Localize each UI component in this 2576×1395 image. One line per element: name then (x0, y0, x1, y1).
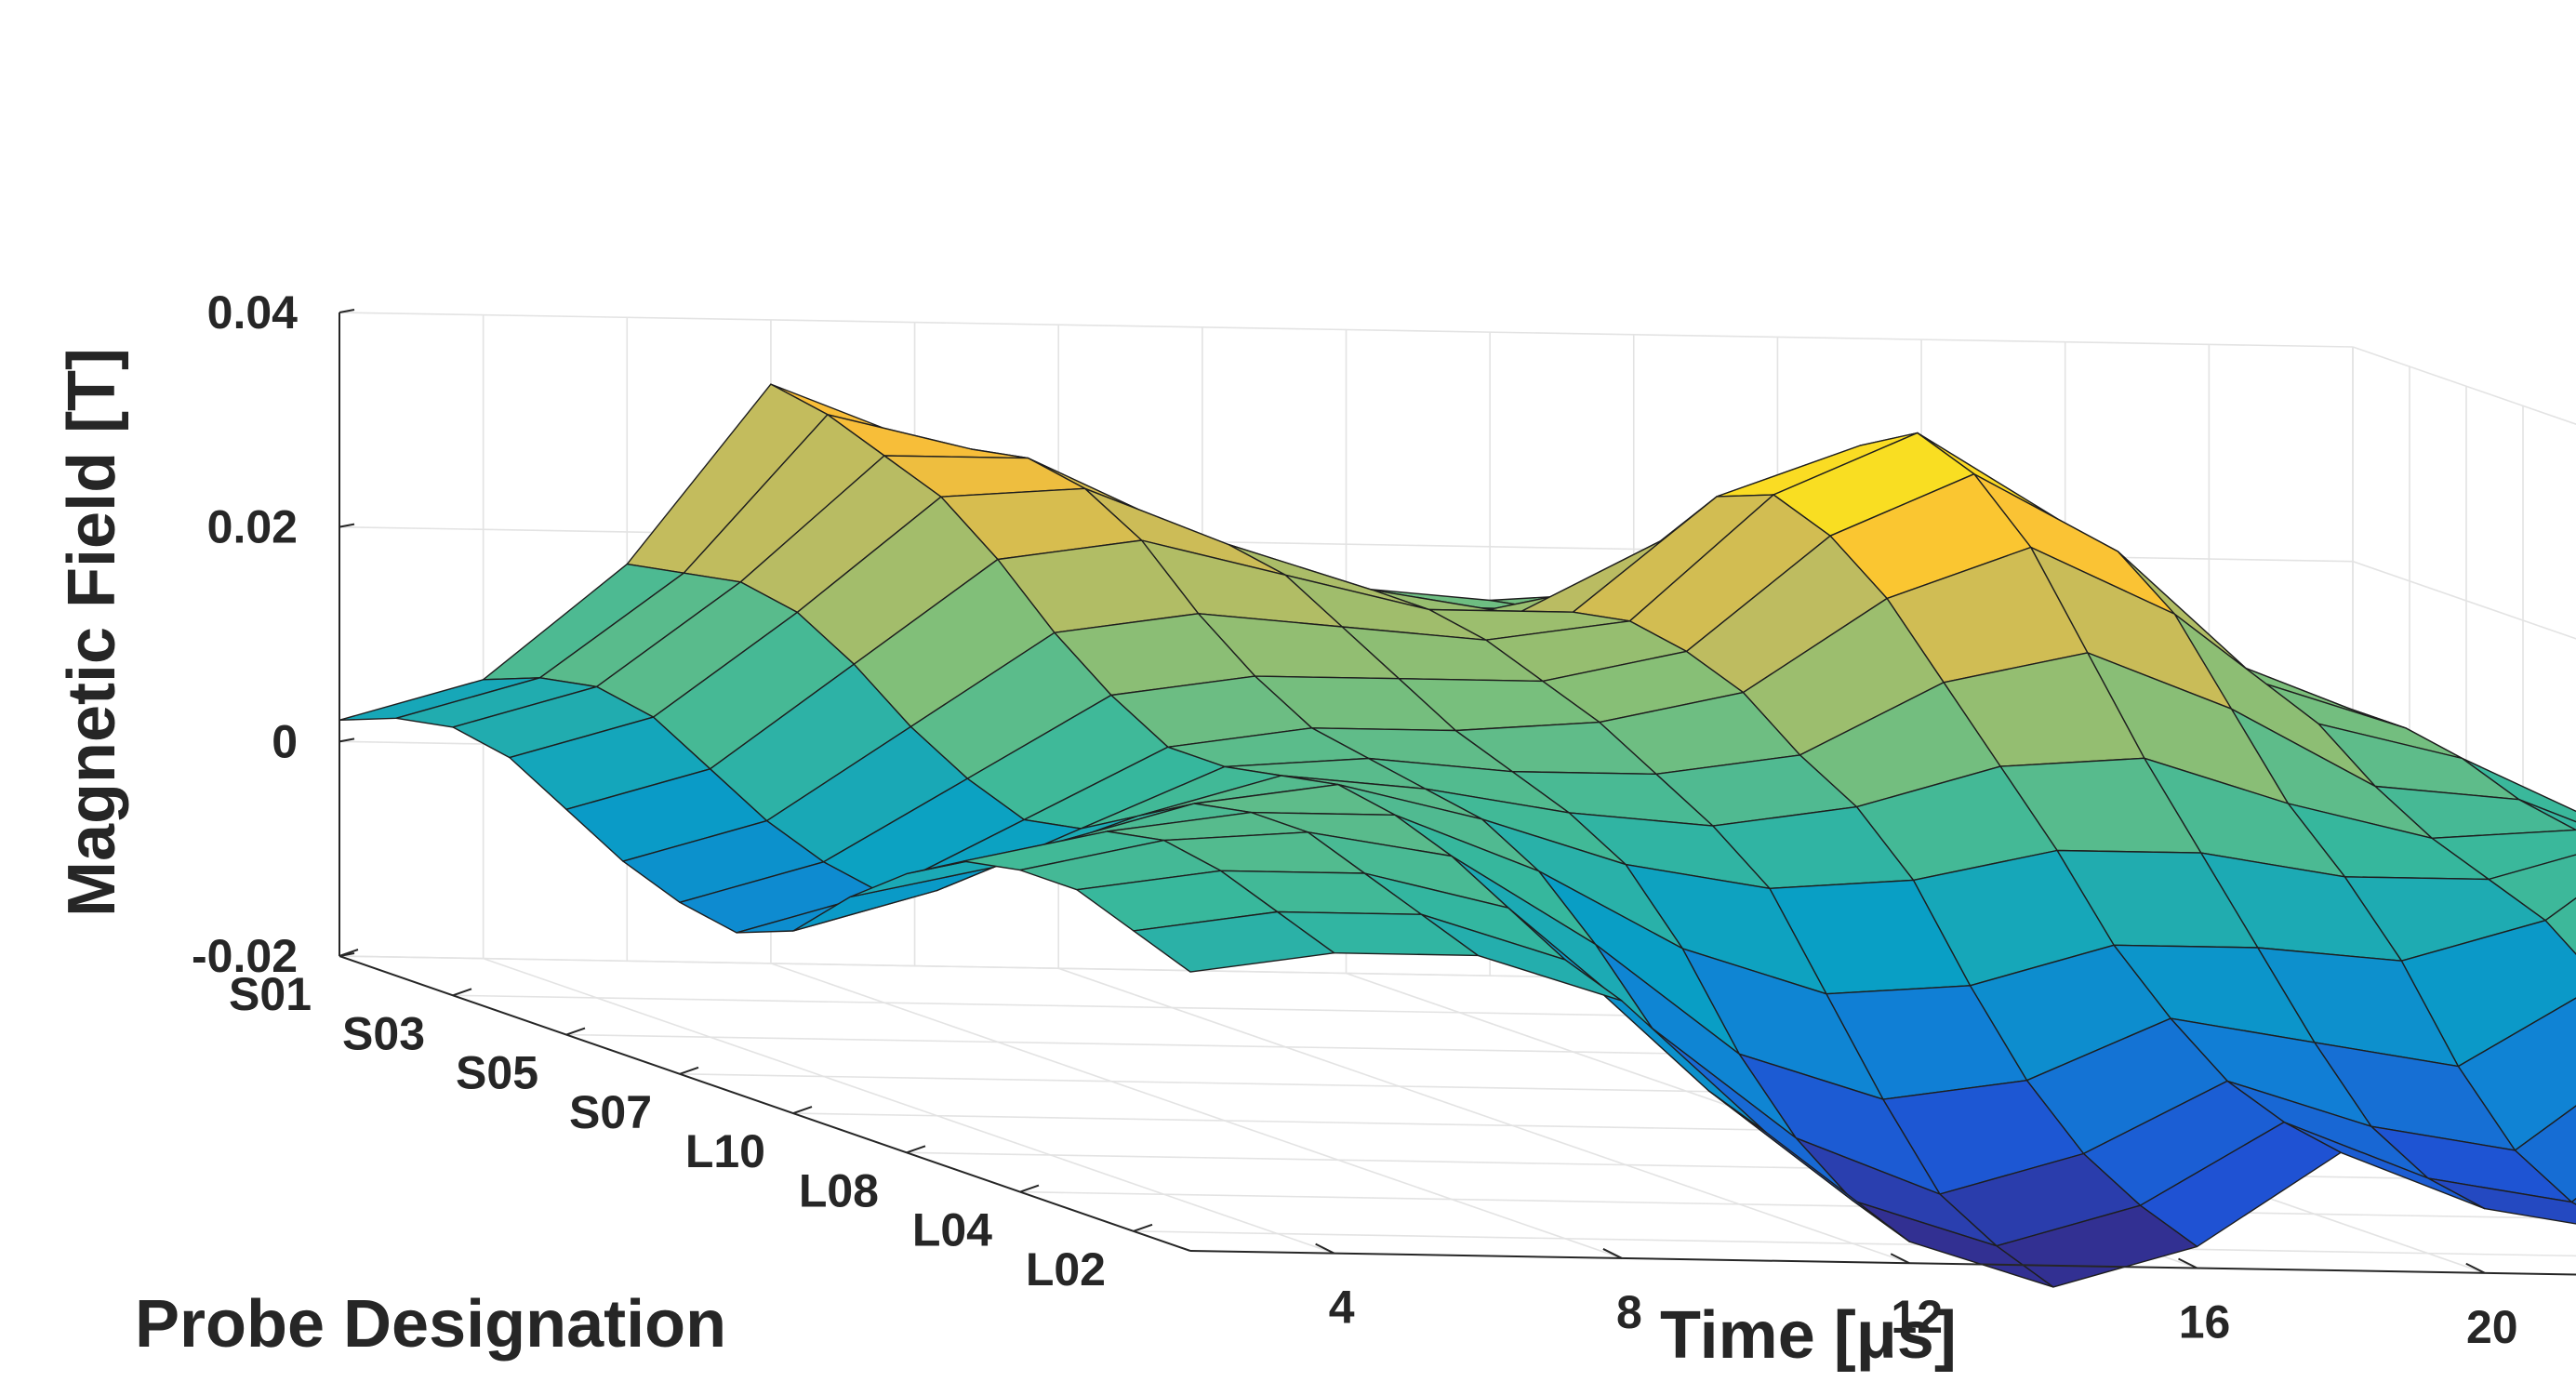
time-tick-mark (2465, 1262, 2486, 1274)
z-tick-mark (339, 523, 355, 528)
z-tick-mark (339, 309, 355, 313)
z-axis-ticks: -0.02 0 0.02 0.04 (192, 286, 355, 982)
z-tick-label: 0.02 (207, 501, 298, 553)
probe-axis-line (339, 955, 1191, 1252)
probe-tick-mark (1133, 1223, 1153, 1232)
time-tick-label: 20 (2466, 1301, 2518, 1353)
grid-line (2352, 560, 2576, 640)
probe-axis-ticks: S01 S03 S05 S07 L10 L08 L04 L02 (229, 949, 1153, 1295)
probe-axis-label: Probe Designation (135, 1287, 726, 1362)
z-axis-label: Magnetic Field [T] (55, 348, 129, 917)
surface-face (2544, 897, 2576, 955)
time-tick-label: 4 (1329, 1282, 1355, 1334)
probe-tick-label: S01 (229, 968, 312, 1020)
probe-tick-label: L04 (912, 1204, 992, 1256)
probe-tick-mark (906, 1145, 926, 1154)
surface-mesh (339, 383, 2576, 1288)
time-tick-mark (1315, 1242, 1335, 1255)
probe-tick-mark (565, 1027, 586, 1036)
grid-line (483, 957, 1334, 1255)
surface-face (1133, 910, 1335, 973)
time-tick-mark (2178, 1257, 2198, 1269)
time-tick-label: 12 (1891, 1291, 1943, 1343)
probe-tick-label: S05 (456, 1047, 538, 1099)
z-tick-label: -0.02 (192, 930, 298, 982)
time-tick-mark (1602, 1248, 1623, 1259)
time-tick-label: 16 (2179, 1296, 2231, 1348)
grid-line (1133, 1230, 2576, 1257)
probe-tick-label: L08 (799, 1164, 879, 1216)
time-tick-label: 8 (1616, 1286, 1642, 1338)
probe-tick-label: S03 (342, 1007, 425, 1059)
time-tick-mark (1890, 1253, 1910, 1265)
z-tick-label: 0.04 (207, 286, 299, 339)
probe-tick-mark (452, 988, 472, 997)
time-axis-ticks: 481216202428 (1315, 1242, 2518, 1353)
z-tick-label: 0 (272, 715, 298, 767)
probe-tick-label: S07 (569, 1086, 652, 1138)
grid-line (1057, 967, 1910, 1264)
grid-line (2352, 346, 2576, 425)
z-tick-mark (339, 737, 355, 743)
probe-tick-mark (1019, 1184, 1040, 1193)
surface-face (2570, 1198, 2576, 1205)
probe-tick-label: L02 (1026, 1243, 1106, 1295)
probe-tick-mark (339, 949, 359, 957)
grid-line (770, 963, 1623, 1259)
grid-line (339, 312, 2354, 348)
time-axis-label: Time [μs] (1660, 1298, 1957, 1373)
probe-tick-mark (792, 1106, 813, 1115)
grid-line (1019, 1190, 2576, 1219)
probe-tick-mark (679, 1066, 699, 1075)
time-axis-line (1189, 1250, 2576, 1276)
probe-tick-label: L10 (685, 1125, 765, 1177)
